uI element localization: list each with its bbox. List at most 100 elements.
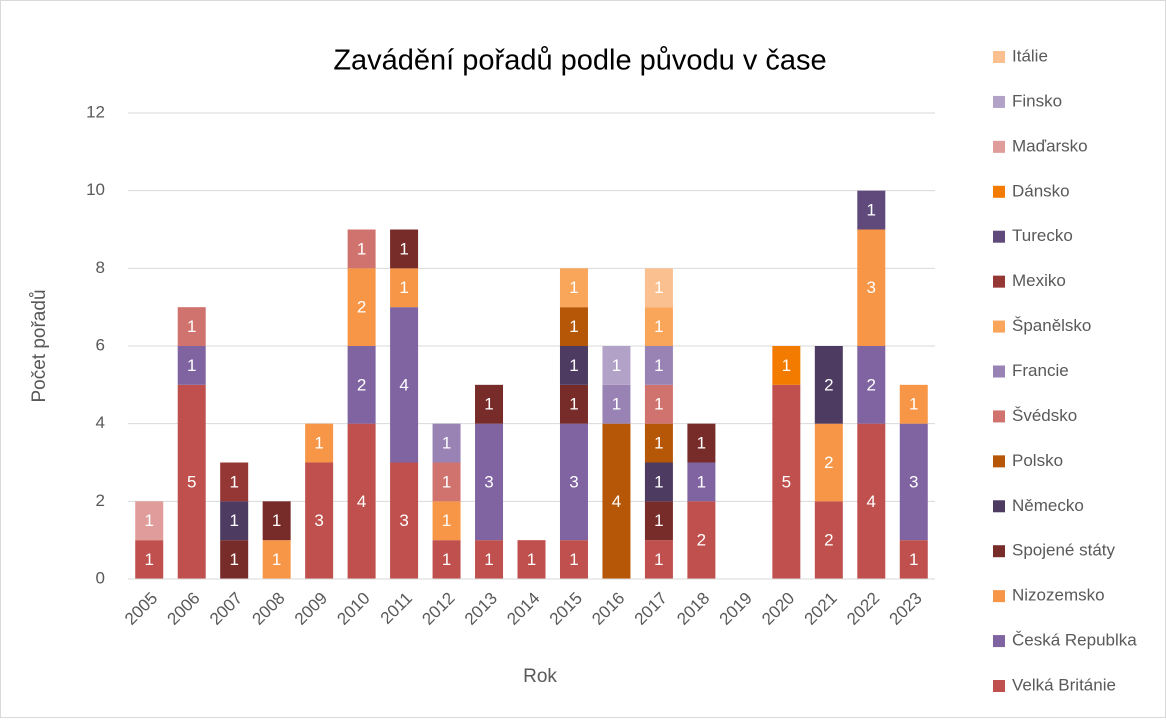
data-label: 2 — [697, 531, 706, 550]
data-label: 1 — [612, 395, 621, 414]
legend-swatch — [993, 410, 1005, 423]
bar-segment — [347, 268, 376, 346]
data-label: 1 — [654, 472, 663, 491]
data-label: 2 — [824, 531, 833, 550]
legend-swatch — [993, 230, 1005, 243]
bar-segment — [857, 346, 886, 424]
bar-segment — [475, 384, 504, 424]
legend-label: Maďarsko — [1012, 136, 1088, 155]
bar-segment — [390, 229, 419, 269]
data-label: 1 — [569, 395, 578, 414]
data-label: 1 — [399, 239, 408, 258]
data-label: 2 — [357, 298, 366, 317]
bar-segment — [559, 268, 588, 308]
legend-swatch — [993, 590, 1005, 603]
bar-segment — [772, 346, 801, 385]
data-label: 1 — [654, 511, 663, 530]
bar-segment — [644, 423, 673, 463]
bar-segment — [602, 384, 631, 424]
bar-segment — [475, 540, 504, 579]
data-label: 1 — [909, 395, 918, 414]
legend-swatch — [993, 545, 1005, 558]
legend-swatch — [993, 635, 1005, 648]
y-tick-label: 10 — [86, 180, 105, 199]
bar-segment — [644, 384, 673, 424]
legend-label: Nizozemsko — [1012, 586, 1105, 605]
bar-segment — [390, 268, 419, 308]
bar-segment — [602, 346, 631, 385]
y-tick-label: 4 — [96, 413, 105, 432]
data-label: 1 — [229, 472, 238, 491]
bar-segment — [390, 307, 419, 463]
bar-segment — [347, 346, 376, 424]
data-label: 1 — [654, 395, 663, 414]
data-label: 2 — [357, 375, 366, 394]
bar-segment — [220, 462, 249, 502]
bar-segment — [305, 462, 334, 579]
bar-segment — [390, 462, 419, 579]
x-axis-label: Rok — [523, 666, 557, 687]
bar-segment — [644, 346, 673, 385]
legend-label: Finsko — [1012, 91, 1062, 110]
legend-label: Německo — [1012, 496, 1084, 515]
data-label: 1 — [442, 511, 451, 530]
y-tick-label: 0 — [96, 568, 105, 587]
legend-swatch — [993, 500, 1005, 513]
data-label: 1 — [399, 278, 408, 297]
data-label: 1 — [569, 317, 578, 336]
data-label: 3 — [399, 511, 408, 530]
bar-segment — [814, 346, 843, 424]
data-label: 5 — [782, 472, 791, 491]
y-tick-label: 12 — [86, 102, 105, 121]
y-tick-label: 2 — [96, 491, 105, 510]
data-label: 3 — [314, 511, 323, 530]
legend-label: Mexiko — [1012, 271, 1066, 290]
data-label: 1 — [484, 550, 493, 569]
legend-swatch — [993, 95, 1005, 108]
data-label: 1 — [654, 278, 663, 297]
chart-title: Zavádění pořadů podle původu v čase — [333, 45, 826, 77]
data-label: 1 — [272, 550, 281, 569]
bar-segment — [347, 423, 376, 579]
data-label: 1 — [442, 472, 451, 491]
data-label: 4 — [357, 492, 366, 511]
data-label: 1 — [187, 356, 196, 375]
data-label: 1 — [654, 356, 663, 375]
data-label: 4 — [612, 492, 621, 511]
data-label: 3 — [484, 472, 493, 491]
legend-swatch — [993, 275, 1005, 288]
legend-swatch — [993, 51, 1005, 63]
legend-label: Francie — [1012, 361, 1069, 380]
bar-segment — [559, 540, 588, 579]
bar-segment — [559, 346, 588, 385]
data-label: 1 — [782, 356, 791, 375]
bar-segment — [644, 462, 673, 502]
data-label: 1 — [357, 239, 366, 258]
y-axis-label: Počet pořadů — [29, 289, 50, 402]
data-label: 1 — [612, 356, 621, 375]
bar-segment — [432, 462, 461, 502]
bar-segment — [899, 423, 928, 541]
bar-segment — [262, 540, 291, 579]
data-label: 3 — [909, 472, 918, 491]
data-label: 1 — [187, 317, 196, 336]
bar-segment — [644, 307, 673, 346]
bar-segment — [899, 384, 928, 424]
legend-label: Itálie — [1012, 46, 1048, 65]
data-label: 4 — [399, 375, 408, 394]
y-tick-label: 6 — [96, 335, 105, 354]
bar-segment — [899, 540, 928, 579]
bar-segment — [220, 540, 249, 579]
legend-swatch — [993, 320, 1005, 333]
bar-segment — [559, 384, 588, 424]
data-label: 1 — [654, 317, 663, 336]
legend-label: Česká Republka — [1012, 631, 1137, 650]
data-label: 2 — [867, 375, 876, 394]
bar-segment — [432, 540, 461, 579]
legend-label: Španělsko — [1012, 316, 1091, 335]
bar-segment — [857, 190, 886, 230]
data-label: 1 — [272, 511, 281, 530]
legend-swatch — [993, 455, 1005, 468]
data-label: 1 — [569, 278, 578, 297]
bar-segment — [177, 307, 206, 346]
